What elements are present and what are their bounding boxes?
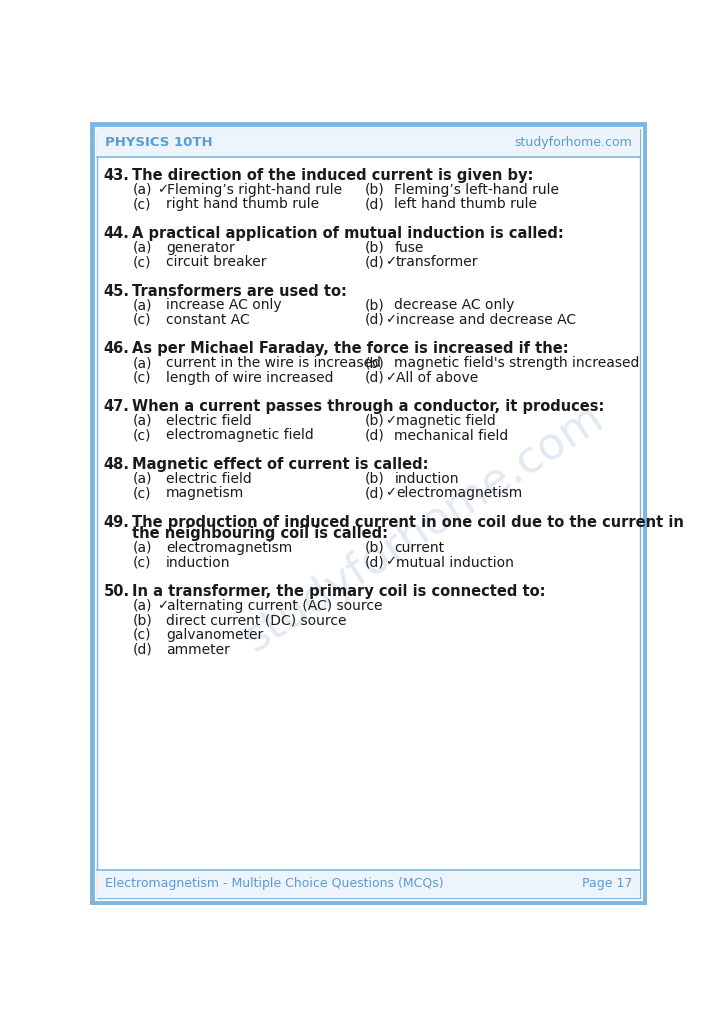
Text: (a): (a) [132,298,152,312]
Text: (b): (b) [365,356,385,370]
Text: (a): (a) [132,183,152,197]
Text: When a current passes through a conductor, it produces:: When a current passes through a conducto… [132,400,605,414]
Text: electromagnetism: electromagnetism [166,541,292,555]
Text: ✓: ✓ [385,371,396,383]
Text: 45.: 45. [104,284,130,299]
Text: mechanical field: mechanical field [395,428,509,442]
Text: The direction of the induced current is given by:: The direction of the induced current is … [132,168,534,183]
Text: PHYSICS 10TH: PHYSICS 10TH [106,136,213,149]
Text: (b): (b) [365,472,385,486]
Text: (c): (c) [132,313,151,327]
Text: (c): (c) [132,371,151,384]
Text: transformer: transformer [396,255,479,270]
Text: ✓: ✓ [385,414,396,427]
Text: increase AC only: increase AC only [166,298,281,312]
Text: Electromagnetism - Multiple Choice Questions (MCQs): Electromagnetism - Multiple Choice Quest… [106,878,444,891]
Text: (d): (d) [365,313,385,327]
Text: studyforhome.com: studyforhome.com [515,136,633,149]
Text: generator: generator [166,241,234,254]
Text: the neighbouring coil is called:: the neighbouring coil is called: [132,526,388,541]
Text: ✓: ✓ [385,313,396,326]
Text: current in the wire is increased: current in the wire is increased [166,356,381,370]
Text: mutual induction: mutual induction [396,555,514,570]
Text: (a): (a) [132,414,152,428]
Text: All of above: All of above [396,371,478,384]
Text: (b): (b) [365,298,385,312]
Text: studyforhome.com: studyforhome.com [236,396,610,660]
Text: (d): (d) [365,255,385,270]
Text: (a): (a) [132,241,152,254]
Text: (c): (c) [132,428,151,442]
Text: circuit breaker: circuit breaker [166,255,266,270]
Text: magnetic field's strength increased: magnetic field's strength increased [395,356,640,370]
Text: increase and decrease AC: increase and decrease AC [396,313,576,327]
Text: Fleming’s left-hand rule: Fleming’s left-hand rule [395,183,559,197]
Text: constant AC: constant AC [166,313,249,327]
Text: 49.: 49. [104,515,129,530]
Text: fuse: fuse [395,241,423,254]
Text: left hand thumb rule: left hand thumb rule [395,197,537,212]
Text: (d): (d) [365,486,385,500]
Text: right hand thumb rule: right hand thumb rule [166,197,319,212]
Text: magnetism: magnetism [166,486,244,500]
Text: alternating current (AC) source: alternating current (AC) source [168,599,383,612]
Text: ✓: ✓ [157,599,168,611]
Text: The production of induced current in one coil due to the current in: The production of induced current in one… [132,515,684,530]
Text: galvanometer: galvanometer [166,627,263,642]
Text: (d): (d) [365,197,385,212]
Text: (b): (b) [365,414,385,428]
Text: decrease AC only: decrease AC only [395,298,515,312]
Text: In a transformer, the primary coil is connected to:: In a transformer, the primary coil is co… [132,584,546,599]
Text: Magnetic effect of current is called:: Magnetic effect of current is called: [132,457,429,472]
Text: (c): (c) [132,255,151,270]
Text: ✓: ✓ [385,555,396,569]
Text: (d): (d) [132,643,152,657]
Text: (d): (d) [365,371,385,384]
Text: ✓: ✓ [385,255,396,268]
Text: direct current (DC) source: direct current (DC) source [166,613,347,627]
Text: induction: induction [395,472,459,486]
Text: Fleming’s right-hand rule: Fleming’s right-hand rule [168,183,342,197]
Text: (a): (a) [132,541,152,555]
Text: (d): (d) [365,428,385,442]
Text: A practical application of mutual induction is called:: A practical application of mutual induct… [132,226,564,241]
Text: magnetic field: magnetic field [396,414,495,428]
Text: electromagnetic field: electromagnetic field [166,428,313,442]
Bar [97,870,640,898]
Text: (a): (a) [132,356,152,370]
Text: ammeter: ammeter [166,643,229,657]
Text: (c): (c) [132,555,151,570]
Text: (d): (d) [365,555,385,570]
Text: electric field: electric field [166,414,252,428]
Text: (b): (b) [132,613,152,627]
Text: Transformers are used to:: Transformers are used to: [132,284,347,299]
Text: (a): (a) [132,599,152,612]
Text: (b): (b) [365,241,385,254]
Text: 43.: 43. [104,168,129,183]
Text: (a): (a) [132,472,152,486]
Text: electric field: electric field [166,472,252,486]
Text: (c): (c) [132,486,151,500]
Text: length of wire increased: length of wire increased [166,371,334,384]
Text: induction: induction [166,555,230,570]
Text: As per Michael Faraday, the force is increased if the:: As per Michael Faraday, the force is inc… [132,342,569,357]
Text: (b): (b) [365,541,385,555]
Text: ✓: ✓ [385,486,396,499]
Text: current: current [395,541,444,555]
Bar [97,129,640,157]
Text: 50.: 50. [104,584,130,599]
Text: 46.: 46. [104,342,129,357]
Text: 44.: 44. [104,226,129,241]
Text: electromagnetism: electromagnetism [396,486,522,500]
Text: (c): (c) [132,197,151,212]
Text: 48.: 48. [104,457,130,472]
Text: 47.: 47. [104,400,129,414]
Text: (b): (b) [365,183,385,197]
Text: Page 17: Page 17 [582,878,633,891]
Text: (c): (c) [132,627,151,642]
Text: ✓: ✓ [157,183,168,196]
